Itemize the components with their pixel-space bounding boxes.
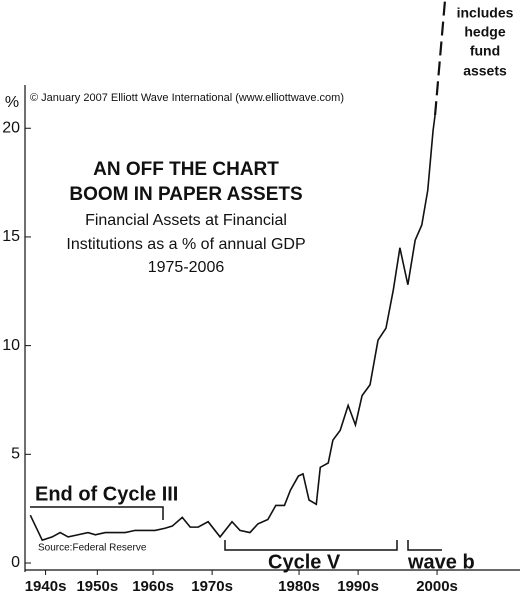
x-tick-label: 1940s (25, 578, 67, 595)
source: Source:Federal Reserve (38, 543, 147, 554)
y-tick-label: 15 (2, 228, 20, 245)
annotation: End of Cycle III (35, 483, 178, 505)
bracket (30, 506, 164, 520)
subtitle-line: 1975-2006 (148, 259, 225, 276)
annotation: hedge (464, 24, 505, 40)
annotation: assets (463, 63, 507, 79)
subtitle-line: Financial Assets at Financial (85, 212, 287, 229)
copyright: © January 2007 Elliott Wave Internationa… (30, 92, 344, 104)
annotation: wave b (407, 551, 475, 573)
bracket (407, 540, 442, 551)
x-tick-label: 1990s (337, 578, 379, 595)
x-tick-label: 1960s (132, 578, 174, 595)
x-tick-label: 2000s (416, 578, 458, 595)
bracket (224, 540, 398, 551)
copyright-mask (438, 75, 520, 85)
x-tick-label: 1970s (191, 578, 233, 595)
annotation: fund (470, 43, 500, 59)
y-tick-label: 10 (2, 337, 20, 354)
y-tick-label: 20 (2, 119, 20, 136)
y-tick-label: 5 (11, 446, 20, 463)
subtitle-line: Institutions as a % of annual GDP (66, 236, 305, 253)
x-tick-label: 1980s (278, 578, 320, 595)
title-line: AN OFF THE CHART (93, 159, 279, 180)
y-axis-label: % (5, 94, 19, 111)
x-tick-label: 1950s (76, 578, 118, 595)
data-line (29, 115, 436, 542)
y-tick-label: 0 (11, 554, 20, 571)
annotation: Cycle V (268, 551, 341, 573)
annotation: includes (457, 5, 514, 21)
data-line (433, 0, 447, 116)
title-line: BOOM IN PAPER ASSETS (69, 184, 302, 205)
